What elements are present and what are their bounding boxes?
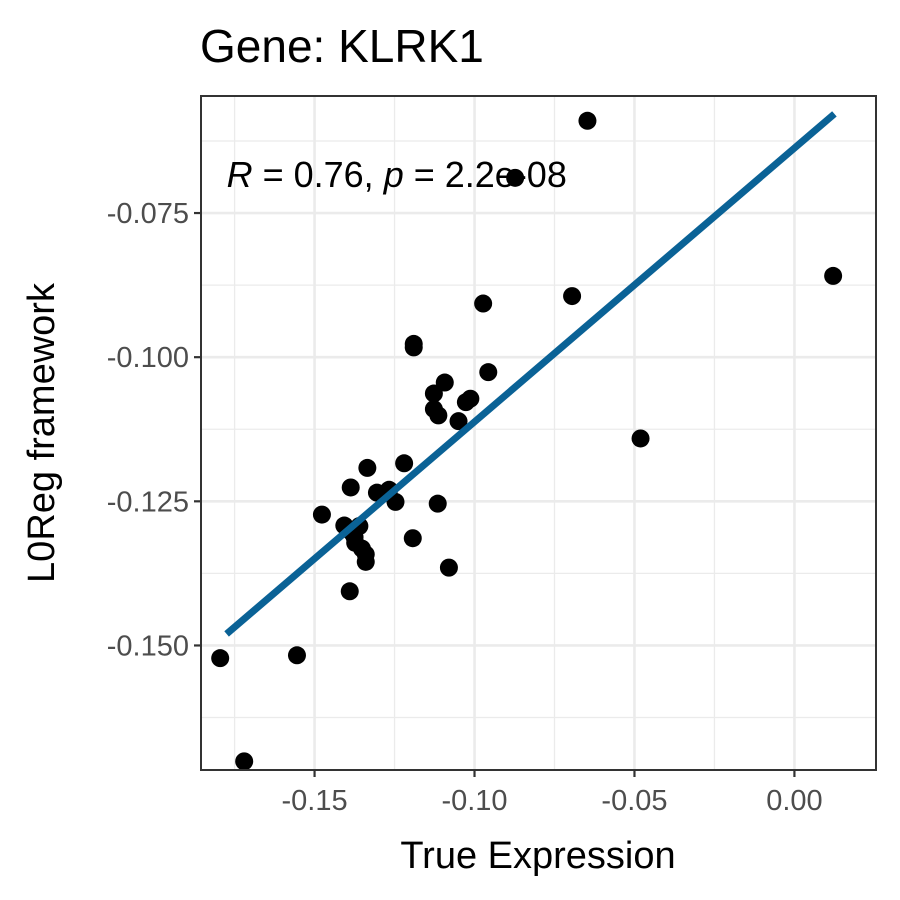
data-point xyxy=(341,478,360,497)
data-point xyxy=(403,529,422,548)
data-point xyxy=(356,552,375,571)
panel-border xyxy=(200,95,877,771)
data-point xyxy=(456,393,475,412)
data-point xyxy=(340,582,359,601)
r-value: = 0.76, xyxy=(253,154,384,195)
data-point xyxy=(563,287,582,306)
data-point xyxy=(235,752,254,771)
x-tick-label: 0.00 xyxy=(766,785,822,817)
data-point xyxy=(479,363,498,382)
data-point xyxy=(435,373,454,392)
x-tick-label: -0.15 xyxy=(282,785,348,817)
data-point xyxy=(578,111,597,130)
data-point xyxy=(824,266,843,285)
grid-lines xyxy=(201,96,876,770)
data-point xyxy=(395,454,414,473)
data-point xyxy=(287,646,306,665)
y-tick-label: -0.125 xyxy=(107,486,189,518)
data-point xyxy=(312,505,331,524)
data-point xyxy=(631,429,650,448)
fit-line-layer xyxy=(224,111,837,637)
y-tick-label: -0.100 xyxy=(107,342,189,374)
data-point xyxy=(211,649,230,668)
p-symbol: p xyxy=(383,154,404,195)
y-tick-label: -0.075 xyxy=(107,198,189,230)
x-tick-label: -0.10 xyxy=(441,785,507,817)
data-point xyxy=(429,406,448,425)
axis-ticks: -0.15 -0.10 -0.05 0.00 -0.150 -0.125 -0.100 -0.… xyxy=(107,198,823,817)
y-axis-title: L0Reg framework xyxy=(21,282,63,583)
regression-line xyxy=(224,111,837,637)
x-axis-title: True Expression xyxy=(400,835,675,877)
data-points xyxy=(211,111,843,771)
data-point xyxy=(474,294,493,313)
y-tick-label: -0.150 xyxy=(107,630,189,662)
x-tick-label: -0.05 xyxy=(601,785,667,817)
data-point xyxy=(404,338,423,357)
data-point xyxy=(358,458,377,477)
r-symbol: R xyxy=(227,154,253,195)
data-point xyxy=(439,558,458,577)
data-point xyxy=(428,494,447,513)
correlation-annotation: R = 0.76, p = 2.2e-08 xyxy=(227,154,567,195)
chart-title: Gene: KLRK1 xyxy=(200,20,484,72)
data-point xyxy=(506,168,525,187)
p-value: = 2.2e-08 xyxy=(404,154,567,195)
data-point xyxy=(424,384,443,403)
data-point xyxy=(449,412,468,431)
